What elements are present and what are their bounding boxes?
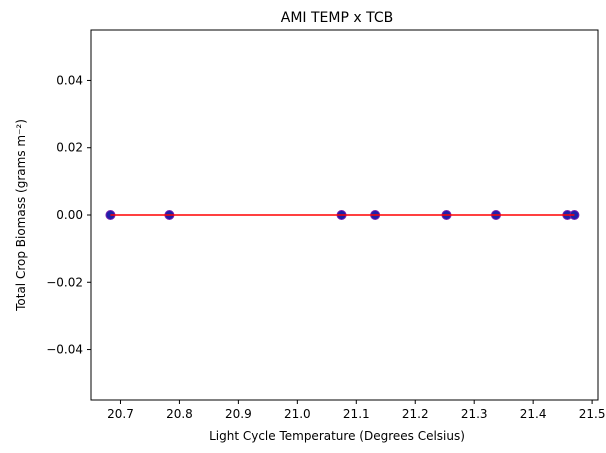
x-tick-label: 20.9 <box>225 407 252 421</box>
x-tick-label: 21.2 <box>402 407 429 421</box>
y-tick-label: −0.02 <box>46 275 83 289</box>
plot-area <box>105 210 580 220</box>
x-tick-label: 21.5 <box>579 407 606 421</box>
x-tick-label: 21.4 <box>520 407 547 421</box>
x-axis-label: Light Cycle Temperature (Degrees Celsius… <box>209 429 465 443</box>
x-tick-label: 21.0 <box>284 407 311 421</box>
y-tick-label: 0.04 <box>56 73 83 87</box>
x-tick-label: 20.8 <box>166 407 193 421</box>
x-tick-label: 21.1 <box>343 407 370 421</box>
y-tick-label: −0.04 <box>46 343 83 357</box>
x-tick-label: 21.3 <box>461 407 488 421</box>
x-tick-label: 20.7 <box>107 407 134 421</box>
axis-ticks: 20.7 20.8 20.9 21.0 21.1 21.2 21.3 21.4 21.5 −0.0… <box>46 73 605 421</box>
y-tick-label: 0.00 <box>56 208 83 222</box>
y-tick-label: 0.02 <box>56 141 83 155</box>
y-axis-label: Total Crop Biomass (grams m⁻²) <box>14 119 28 312</box>
chart-title: AMI TEMP x TCB <box>281 10 393 26</box>
